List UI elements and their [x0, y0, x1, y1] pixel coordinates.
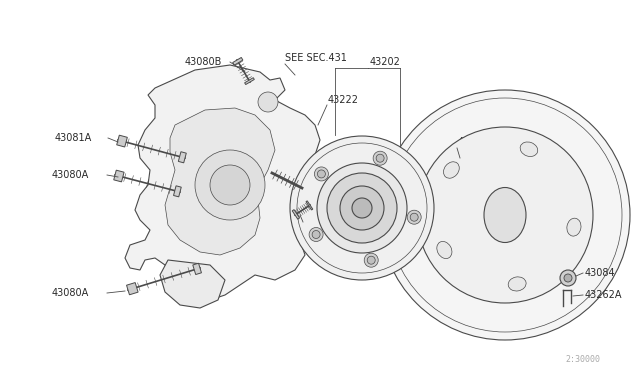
- Polygon shape: [306, 201, 313, 210]
- Circle shape: [367, 256, 375, 264]
- Ellipse shape: [567, 218, 581, 236]
- Text: 43202: 43202: [370, 57, 401, 67]
- Circle shape: [210, 165, 250, 205]
- Text: 43084: 43084: [585, 268, 616, 278]
- Circle shape: [317, 163, 407, 253]
- Polygon shape: [125, 65, 320, 300]
- Circle shape: [376, 154, 384, 162]
- Text: 43222: 43222: [328, 95, 359, 105]
- Circle shape: [407, 210, 421, 224]
- Ellipse shape: [508, 277, 526, 291]
- Circle shape: [309, 228, 323, 241]
- Text: 43080B: 43080B: [305, 223, 342, 233]
- Polygon shape: [165, 108, 275, 255]
- Circle shape: [417, 127, 593, 303]
- Circle shape: [352, 198, 372, 218]
- Circle shape: [290, 136, 434, 280]
- Circle shape: [314, 167, 328, 181]
- Ellipse shape: [444, 162, 460, 178]
- Ellipse shape: [437, 241, 452, 259]
- Circle shape: [364, 253, 378, 267]
- Polygon shape: [173, 186, 181, 197]
- Circle shape: [327, 173, 397, 243]
- Text: SEE SEC.431: SEE SEC.431: [285, 53, 347, 63]
- Text: 43080B: 43080B: [185, 57, 222, 67]
- Polygon shape: [160, 260, 225, 308]
- Ellipse shape: [484, 187, 526, 243]
- Polygon shape: [114, 170, 124, 182]
- Circle shape: [380, 90, 630, 340]
- Circle shape: [560, 270, 576, 286]
- Polygon shape: [116, 135, 127, 147]
- Circle shape: [564, 274, 572, 282]
- Text: 2:30000: 2:30000: [565, 356, 600, 365]
- Polygon shape: [233, 57, 243, 65]
- Text: 43081A: 43081A: [55, 133, 92, 143]
- Polygon shape: [244, 78, 254, 84]
- Circle shape: [195, 150, 265, 220]
- Circle shape: [410, 213, 418, 221]
- Polygon shape: [292, 210, 300, 219]
- Text: 43207: 43207: [458, 137, 489, 147]
- Ellipse shape: [520, 142, 538, 157]
- Circle shape: [373, 151, 387, 165]
- Text: 43080A: 43080A: [52, 170, 89, 180]
- Circle shape: [312, 231, 320, 238]
- Polygon shape: [193, 263, 202, 275]
- Circle shape: [340, 186, 384, 230]
- Circle shape: [258, 92, 278, 112]
- Polygon shape: [179, 152, 186, 163]
- Polygon shape: [127, 283, 138, 295]
- Text: 43262A: 43262A: [585, 290, 623, 300]
- Circle shape: [317, 170, 325, 178]
- Text: 43080A: 43080A: [52, 288, 89, 298]
